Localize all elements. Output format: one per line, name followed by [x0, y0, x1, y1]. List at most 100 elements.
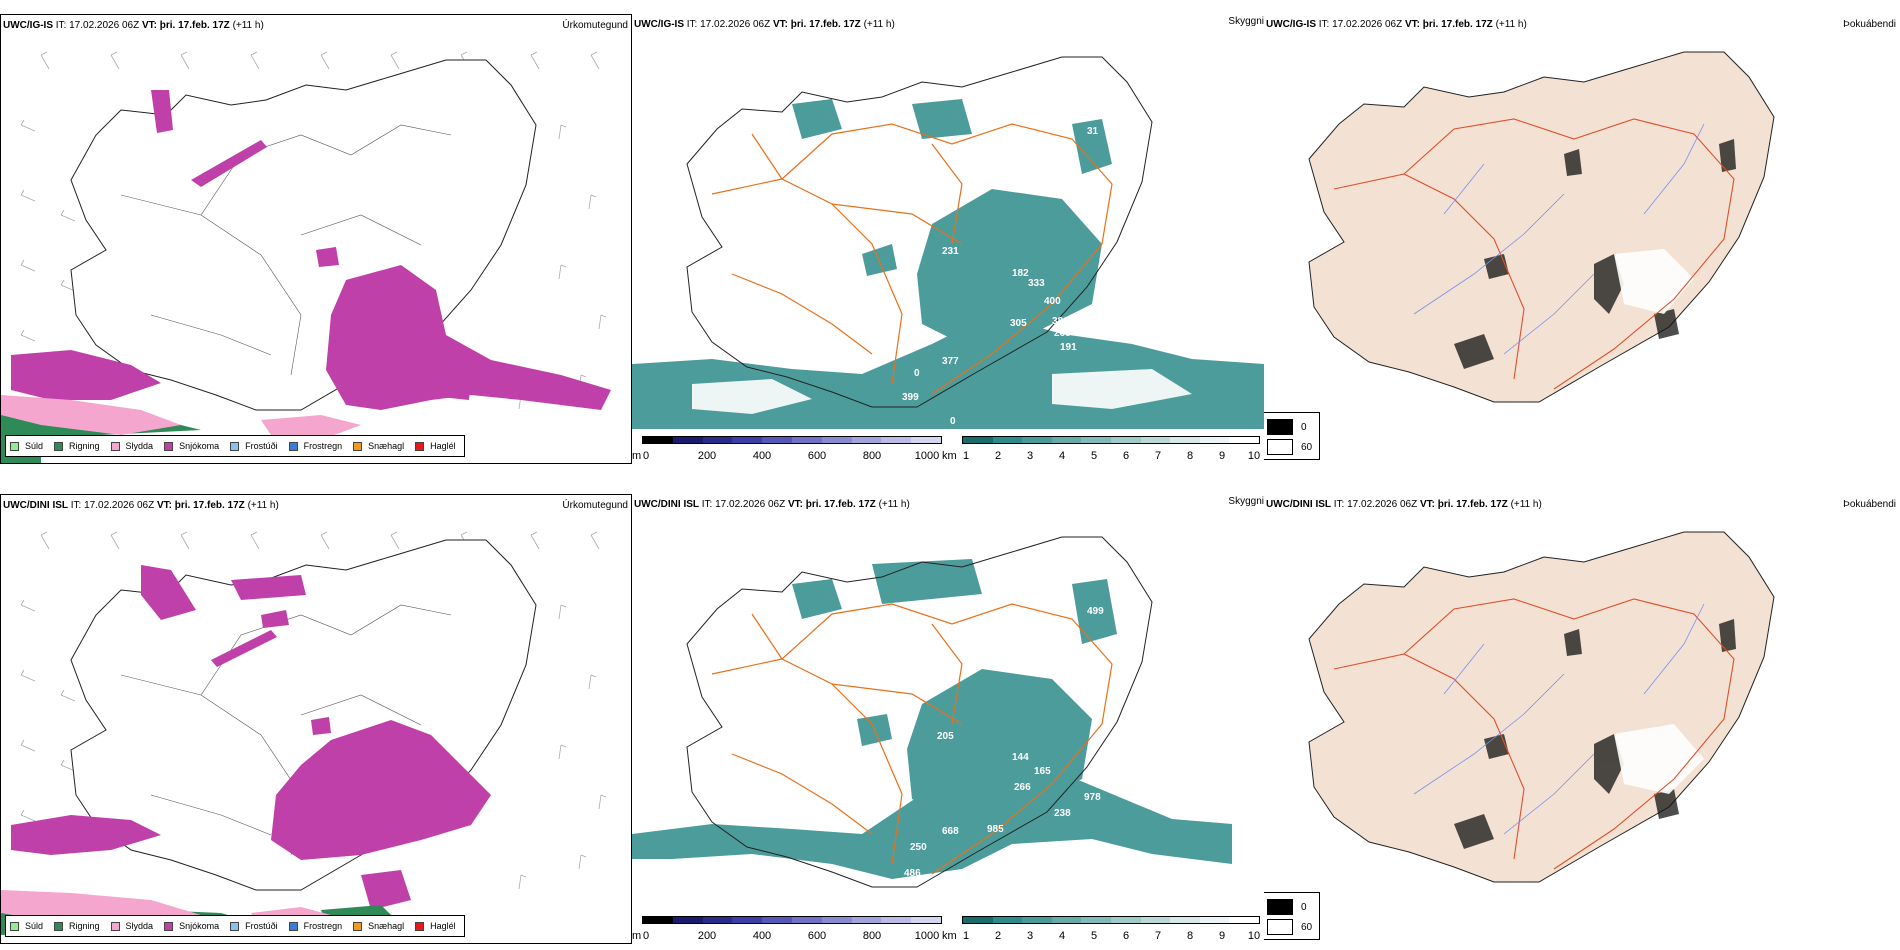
snow-areas: [11, 90, 611, 410]
legend-swatch: [164, 441, 174, 451]
cloud-base-value: 305: [1010, 318, 1027, 329]
lead-time: (+11 h): [878, 499, 910, 510]
cloud-base-value: 668: [942, 826, 959, 837]
fog-legend: 0 60: [1264, 892, 1320, 940]
panel-title: Úrkomutegund: [562, 500, 628, 511]
fog-indicator-patches: [1454, 139, 1736, 369]
colorbar-strip: [642, 916, 942, 924]
legend-item-snaehagl: Snæhagl: [353, 441, 404, 451]
legend-swatch: [415, 921, 425, 931]
cloud-base-value: 231: [942, 246, 959, 257]
lead-time: (+11 h): [232, 20, 264, 31]
panel-header: UWC/IG-IS IT: 17.02.2026 06Z VT: þri. 17…: [3, 20, 264, 31]
legend-swatch: [353, 921, 363, 931]
it-value: 17.02.2026 06Z: [69, 20, 140, 31]
fog-map: [1308, 51, 1775, 403]
road-network: [120, 124, 452, 376]
fog-indicator-patches: [1454, 619, 1736, 849]
cloud-base-value: 399: [902, 392, 919, 403]
cloud-base-values: 499 205 144 165 266 978 238 985 668 250 …: [904, 606, 1104, 899]
it-value: 17.02.2026 06Z: [715, 499, 786, 510]
it-value: 17.02.2026 06Z: [84, 500, 155, 511]
cloud-base-value: 0: [914, 368, 920, 379]
lead-time: (+11 h): [1495, 19, 1527, 30]
lead-time: (+11 h): [1510, 499, 1542, 510]
legend-item-suld: Súld: [10, 441, 43, 451]
panel-header: UWC/IG-IS IT: 17.02.2026 06Z VT: þri. 17…: [1266, 19, 1527, 30]
panel-title: Skyggni: [1228, 16, 1264, 27]
legend-swatch: [230, 921, 240, 931]
cloud-base-colorbar: m 0 200 400 600 800 1000: [632, 436, 952, 464]
panel-title: Úrkomutegund: [562, 20, 628, 31]
it-label: IT:: [686, 19, 698, 30]
legend-item-snjokoma: Snjókoma: [164, 921, 219, 931]
vt-value: þri. 17.feb. 17Z: [805, 499, 876, 510]
legend-item-slydda: Slydda: [110, 921, 153, 931]
legend-swatch: [288, 921, 298, 931]
cloud-base-colorbar: m 0 200 400 600 800 1000: [632, 916, 952, 944]
cloud-base-value: 978: [1084, 792, 1101, 803]
fog-legend: 0 60: [1264, 412, 1320, 460]
legend-item-frostudi: Frostúði: [230, 441, 278, 451]
vt-value: þri. 17.feb. 17Z: [790, 19, 861, 30]
cloud-base-value: 499: [1087, 606, 1104, 617]
it-value: 17.02.2026 06Z: [1332, 19, 1403, 30]
legend-item-haglel: Haglél: [415, 441, 456, 451]
cloud-base-value: 486: [904, 868, 921, 879]
snow-areas: [11, 565, 491, 910]
model-label: UWC/DINI ISL: [634, 499, 699, 510]
cloud-base-value: 165: [1034, 766, 1051, 777]
colorbar-strip: [642, 436, 942, 444]
low-visibility-areas: [632, 99, 1264, 429]
model-label: UWC/IG-IS: [634, 19, 684, 30]
coastline: [686, 56, 1153, 408]
sleet-areas: [1, 395, 361, 440]
visibility-colorbar: km 1 2 3 4 5 6 7 8 9 10: [942, 436, 1264, 464]
legend-item-rigning: Rigning: [54, 441, 100, 451]
it-label: IT:: [1333, 499, 1345, 510]
lead-time: (+11 h): [247, 500, 279, 511]
legend-swatch: [110, 441, 120, 451]
panel-title: Þokuábendi: [1843, 19, 1896, 30]
precip-panel-row1: UWC/IG-IS IT: 17.02.2026 06Z VT: þri. 17…: [0, 14, 632, 464]
legend-swatch: [164, 921, 174, 931]
precip-panel-row2: UWC/DINI ISL IT: 17.02.2026 06Z VT: þri.…: [0, 494, 632, 944]
legend-swatch: [54, 441, 64, 451]
cloud-base-value: 0: [954, 888, 960, 899]
vt-label: VT:: [156, 500, 172, 511]
rivers: [1413, 603, 1705, 835]
legend-item-snaehagl: Snæhagl: [353, 921, 404, 931]
legend-item-rigning: Rigning: [54, 921, 100, 931]
cloud-base-value: 144: [1012, 752, 1029, 763]
fog-panel-row2: UWC/DINI ISL IT: 17.02.2026 06Z VT: þri.…: [1264, 494, 1900, 944]
visibility-map: 31 231 182 333 400 305 386 268 191 377 0…: [632, 56, 1264, 429]
legend-item-snjokoma: Snjókoma: [164, 441, 219, 451]
land-area: [1308, 531, 1775, 883]
it-label: IT:: [1318, 19, 1330, 30]
cloud-base-value: 268: [1054, 328, 1071, 339]
legend-swatch: [230, 441, 240, 451]
cloud-base-value: 985: [987, 824, 1004, 835]
vt-value: þri. 17.feb. 17Z: [1437, 499, 1508, 510]
vt-label: VT:: [772, 19, 788, 30]
legend-item-suld: Súld: [10, 921, 43, 931]
vt-label: VT:: [141, 20, 157, 31]
panel-title: Þokuábendi: [1843, 499, 1896, 510]
visibility-panel-row2: UWC/DINI ISL IT: 17.02.2026 06Z VT: þri.…: [632, 494, 1264, 944]
cloud-base-value: 266: [1014, 782, 1031, 793]
panel-title: Skyggni: [1228, 496, 1264, 507]
fog-panel-row1: UWC/IG-IS IT: 17.02.2026 06Z VT: þri. 17…: [1264, 14, 1900, 464]
precip-legend: Súld Rigning Slydda Snjókoma Frostúði Fr…: [5, 435, 465, 457]
cloud-base-value: 386: [1052, 316, 1069, 327]
vt-label: VT:: [1404, 19, 1420, 30]
legend-item-frostudi: Frostúði: [230, 921, 278, 931]
clear-patches: [692, 369, 1192, 414]
legend-item-haglel: Haglél: [415, 921, 456, 931]
model-label: UWC/IG-IS: [1266, 19, 1316, 30]
panel-header: UWC/DINI ISL IT: 17.02.2026 06Z VT: þri.…: [1266, 499, 1542, 510]
colorbar-strip: [962, 436, 1260, 444]
cloud-base-value: 0: [950, 416, 956, 427]
cloud-base-values: 31 231 182 333 400 305 386 268 191 377 0…: [902, 126, 1099, 427]
cloud-base-value: 31: [1087, 126, 1099, 137]
it-label: IT:: [701, 499, 713, 510]
